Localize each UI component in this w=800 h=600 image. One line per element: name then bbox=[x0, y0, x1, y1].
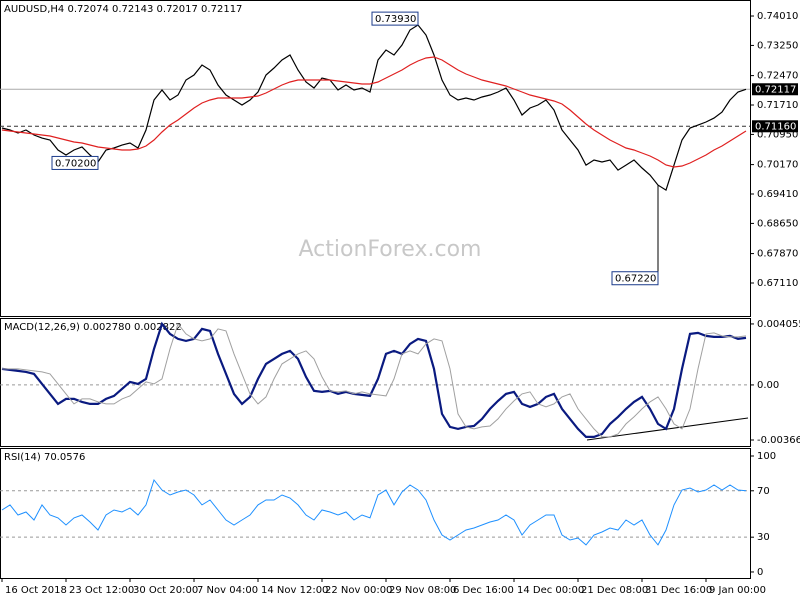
price-label-box bbox=[752, 83, 798, 96]
series-line bbox=[1, 56, 747, 168]
y-tick-label: 70 bbox=[757, 486, 770, 497]
x-tick-label: 22 Nov 00:00 bbox=[325, 585, 392, 596]
y-tick-label: 0.71710 bbox=[757, 100, 798, 111]
panel-title: RSI(14) 70.0576 bbox=[4, 452, 85, 463]
trendline bbox=[586, 417, 749, 441]
annotation-label: 0.67220 bbox=[615, 274, 656, 285]
series-line bbox=[1, 478, 747, 546]
series-line bbox=[1, 321, 747, 438]
price-label: 0.71160 bbox=[755, 121, 796, 132]
y-tick-label: 0.72470 bbox=[757, 71, 798, 82]
panel-frame bbox=[0, 0, 751, 317]
y-tick-label: 0.004055 bbox=[757, 319, 800, 330]
y-tick-label: 30 bbox=[757, 532, 770, 543]
watermark: ActionForex.com bbox=[299, 237, 482, 262]
panel-frame bbox=[0, 318, 751, 447]
y-tick-label: 0.70950 bbox=[757, 129, 798, 140]
annotation-box bbox=[371, 11, 419, 26]
y-tick-label: 0.00 bbox=[757, 380, 779, 391]
y-tick-label: 0.70170 bbox=[757, 160, 798, 171]
series-line bbox=[1, 24, 747, 192]
y-tick-label: 100 bbox=[757, 451, 776, 462]
y-tick-label: 0.73250 bbox=[757, 40, 798, 51]
x-tick-label: 30 Oct 20:00 bbox=[133, 585, 198, 596]
y-tick-label: 0.67110 bbox=[757, 278, 798, 289]
price-label-box bbox=[752, 120, 798, 133]
panel-frame bbox=[0, 448, 751, 579]
x-tick-label: 7 Nov 04:00 bbox=[197, 585, 258, 596]
x-tick-label: 29 Nov 08:00 bbox=[389, 585, 456, 596]
y-tick-label: 0.69410 bbox=[757, 189, 798, 200]
panel-title: MACD(12,26,9) 0.002780 0.002822 bbox=[4, 322, 182, 333]
x-tick-label: 14 Dec 00:00 bbox=[517, 585, 584, 596]
y-tick-label: -0.003662 bbox=[757, 435, 800, 446]
price-label: 0.72117 bbox=[755, 84, 796, 95]
x-tick-label: 31 Dec 16:00 bbox=[645, 585, 712, 596]
annotation-box bbox=[51, 155, 99, 170]
x-tick-label: 16 Oct 2018 bbox=[5, 585, 67, 596]
y-tick-label: 0.67870 bbox=[757, 249, 798, 260]
annotation-box bbox=[611, 271, 659, 286]
x-tick-label: 14 Nov 12:00 bbox=[261, 585, 328, 596]
x-tick-label: 9 Jan 00:00 bbox=[709, 585, 766, 596]
x-tick-label: 21 Dec 08:00 bbox=[581, 585, 648, 596]
series-line bbox=[2, 322, 747, 438]
y-tick-label: 0.68650 bbox=[757, 218, 798, 229]
x-tick-label: 23 Oct 12:00 bbox=[69, 585, 134, 596]
annotation-label: 0.70200 bbox=[55, 158, 96, 169]
annotation-label: 0.73930 bbox=[375, 14, 416, 25]
panel-title: AUDUSD,H4 0.72074 0.72143 0.72017 0.7211… bbox=[4, 4, 242, 15]
x-tick-label: 6 Dec 16:00 bbox=[453, 585, 514, 596]
y-tick-label: 0.74010 bbox=[757, 11, 798, 22]
y-tick-label: 0 bbox=[757, 567, 763, 578]
